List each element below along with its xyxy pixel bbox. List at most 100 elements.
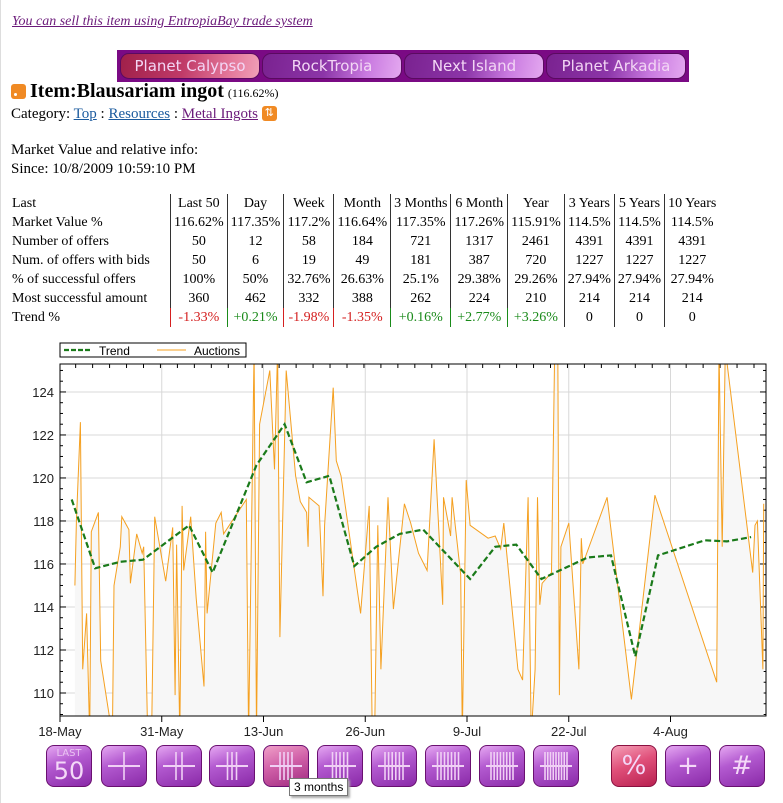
y-tick-label: 110 [33, 686, 54, 701]
price-chart: 110 112 114 116 118 120 122 124 18-May 31-May 13-J… [32, 342, 767, 739]
table-cell: 462 [226, 289, 284, 308]
last50-top-label: LAST [56, 748, 82, 759]
y-tick-label: 114 [33, 600, 54, 615]
column-header: Year [507, 194, 565, 213]
row-label: Num. of offers with bids [12, 252, 150, 268]
item-header: Item:Blausariam ingot (116.62%) [11, 80, 278, 103]
table-cell: 721 [390, 232, 451, 251]
table-row: Trend % -1.33% +0.21% -1.98% -1.35% +0.16% +2.… [9, 308, 720, 327]
table-header-row: Last Last 50 Day Week Month 3 Months 6 Month Ye… [9, 194, 720, 213]
range-button-5-years[interactable] [479, 745, 525, 787]
tab-next-island[interactable]: Next Island [404, 53, 544, 79]
range-button-month[interactable] [209, 745, 255, 787]
table-cell: 262 [390, 289, 451, 308]
column-header: 3 Years [563, 194, 615, 213]
y-tick-label: 124 [32, 385, 54, 400]
table-cell: 50 [170, 232, 228, 251]
table-cell: 184 [333, 232, 391, 251]
table-row: % of successful offers 100% 50% 32.76% 26.63… [9, 270, 720, 289]
table-cell: 0 [613, 308, 665, 327]
tab-planet-arkadia[interactable]: Planet Arkadia [546, 53, 686, 79]
table-cell: 115.91% [507, 213, 565, 232]
column-header: 3 Months [390, 194, 451, 213]
table-cell: 1227 [613, 251, 665, 270]
table-cell: 720 [507, 251, 565, 270]
since-date: Since: 10/8/2009 10:59:10 PM [11, 161, 196, 177]
column-header: 6 Month [450, 194, 508, 213]
column-header: Day [226, 194, 284, 213]
market-stats-table: Last Last 50 Day Week Month 3 Months 6 Month Ye… [9, 194, 720, 327]
table-cell: 50% [226, 270, 284, 289]
table-row: Most successful amount 360 462 332 388 262 224… [9, 289, 720, 308]
table-cell: -1.35% [333, 308, 391, 327]
table-cell: 32.76% [283, 270, 334, 289]
tab-planet-calypso[interactable]: Planet Calypso [120, 53, 260, 79]
mode-button-hash[interactable]: # [719, 745, 765, 787]
percent-icon: % [621, 751, 647, 781]
item-percent: (116.62%) [227, 86, 279, 100]
column-header: Week [283, 194, 334, 213]
table-cell: 0 [664, 308, 720, 327]
mode-button-percent[interactable]: % [611, 745, 657, 787]
range-button-year[interactable] [371, 745, 417, 787]
mode-button-plus[interactable]: + [665, 745, 711, 787]
hash-icon: # [731, 751, 753, 781]
table-cell: 117.35% [390, 213, 451, 232]
table-cell: 114.5% [664, 213, 720, 232]
range-icon [163, 752, 195, 780]
range-button-week[interactable] [156, 745, 202, 787]
x-tick-label: 13-Jun [244, 724, 284, 739]
table-cell: 58 [283, 232, 334, 251]
auctions-area [74, 364, 764, 716]
x-tick-label: 31-May [140, 724, 184, 739]
range-icon [540, 752, 572, 780]
y-tick-label: 116 [33, 557, 54, 572]
entropiabay-sell-link[interactable]: You can sell this item using EntropiaBay… [12, 14, 313, 29]
planet-tabs: Planet Calypso RockTropia Next Island Pl… [117, 50, 689, 82]
table-cell: 388 [333, 289, 391, 308]
chart-range-buttons: LAST 50% + # [1, 745, 783, 787]
table-cell: 387 [450, 251, 508, 270]
page-title: Item:Blausariam ingot [30, 80, 224, 102]
table-cell: +2.77% [450, 308, 508, 327]
table-row: Market Value % 116.62% 117.35% 117.2% 116.64… [9, 213, 720, 232]
row-label: Trend % [12, 309, 61, 325]
table-cell: 214 [563, 289, 615, 308]
range-icon [378, 752, 410, 780]
table-cell: 26.63% [333, 270, 391, 289]
row-label: % of successful offers [12, 271, 136, 287]
table-cell: 100% [170, 270, 228, 289]
range-button-day[interactable] [101, 745, 147, 787]
x-tick-label: 4-Aug [653, 724, 688, 739]
range-icon [216, 752, 248, 780]
range-icon [486, 752, 518, 780]
table-cell: 2461 [507, 232, 565, 251]
breadcrumb: Category: Top : Resources : Metal Ingots… [11, 106, 277, 123]
table-cell: -1.98% [283, 308, 334, 327]
table-cell: 181 [390, 251, 451, 270]
swap-icon[interactable]: ⇅ [261, 106, 277, 121]
breadcrumb-resources[interactable]: Resources [108, 106, 171, 122]
y-tick-label: 122 [32, 428, 54, 443]
market-value-label: Market Value and relative info: [11, 142, 199, 158]
table-cell: 19 [283, 251, 334, 270]
tab-rocktropia[interactable]: RockTropia [262, 53, 402, 79]
tooltip: 3 months [289, 778, 349, 796]
breadcrumb-separator: : [100, 106, 105, 122]
table-cell: +3.26% [507, 308, 565, 327]
range-button-10-years[interactable] [533, 745, 579, 787]
y-tick-label: 118 [33, 514, 54, 529]
table-cell: 6 [226, 251, 284, 270]
table-cell: 214 [613, 289, 665, 308]
table-cell: 50 [170, 251, 228, 270]
breadcrumb-metal-ingots[interactable]: Metal Ingots [181, 106, 259, 122]
range-icon [324, 752, 356, 780]
rss-icon[interactable] [11, 84, 26, 99]
x-tick-label: 22-Jul [551, 724, 587, 739]
range-button-3-years[interactable] [425, 745, 471, 787]
y-tick-label: 120 [32, 471, 54, 486]
range-icon [270, 752, 302, 780]
range-button-last-50[interactable]: LAST 50 [46, 745, 92, 787]
table-cell: 214 [664, 289, 720, 308]
breadcrumb-top[interactable]: Top [73, 106, 97, 122]
